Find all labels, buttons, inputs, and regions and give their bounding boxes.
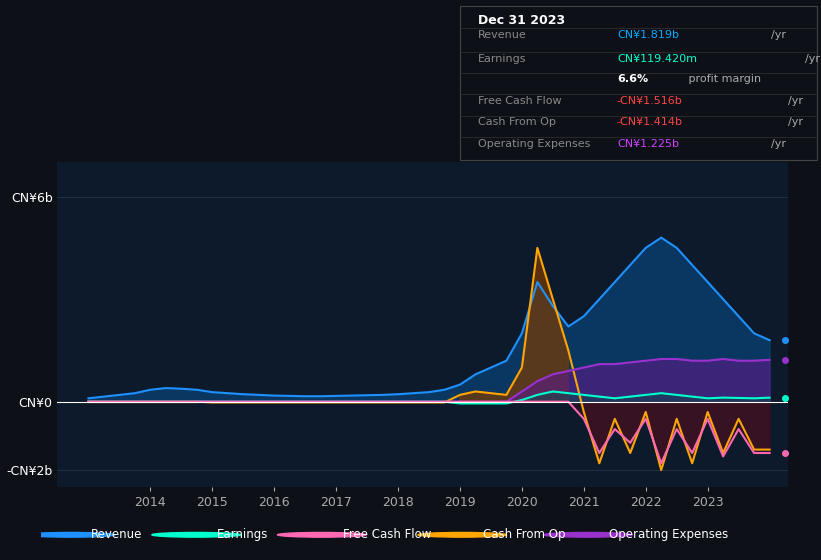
- Text: Cash From Op: Cash From Op: [483, 528, 566, 542]
- Text: profit margin: profit margin: [686, 74, 762, 84]
- Text: Free Cash Flow: Free Cash Flow: [342, 528, 431, 542]
- Text: Earnings: Earnings: [478, 54, 526, 64]
- Text: Revenue: Revenue: [91, 528, 143, 542]
- Text: Dec 31 2023: Dec 31 2023: [478, 14, 565, 27]
- Text: /yr: /yr: [771, 139, 787, 149]
- Text: CN¥1.225b: CN¥1.225b: [617, 139, 679, 149]
- Text: -CN¥1.516b: -CN¥1.516b: [617, 96, 682, 106]
- Text: Cash From Op: Cash From Op: [478, 117, 556, 127]
- Text: /yr: /yr: [788, 96, 803, 106]
- Circle shape: [152, 533, 241, 537]
- Text: /yr: /yr: [771, 30, 787, 40]
- Text: Earnings: Earnings: [217, 528, 268, 542]
- Circle shape: [544, 533, 632, 537]
- Text: Revenue: Revenue: [478, 30, 526, 40]
- Text: CN¥1.819b: CN¥1.819b: [617, 30, 679, 40]
- Circle shape: [277, 533, 366, 537]
- Circle shape: [26, 533, 115, 537]
- Text: -CN¥1.414b: -CN¥1.414b: [617, 117, 683, 127]
- Text: Operating Expenses: Operating Expenses: [608, 528, 727, 542]
- Circle shape: [418, 533, 507, 537]
- Text: Operating Expenses: Operating Expenses: [478, 139, 590, 149]
- Text: /yr: /yr: [805, 54, 820, 64]
- Text: CN¥119.420m: CN¥119.420m: [617, 54, 697, 64]
- Text: /yr: /yr: [788, 117, 803, 127]
- Text: Free Cash Flow: Free Cash Flow: [478, 96, 562, 106]
- Text: 6.6%: 6.6%: [617, 74, 648, 84]
